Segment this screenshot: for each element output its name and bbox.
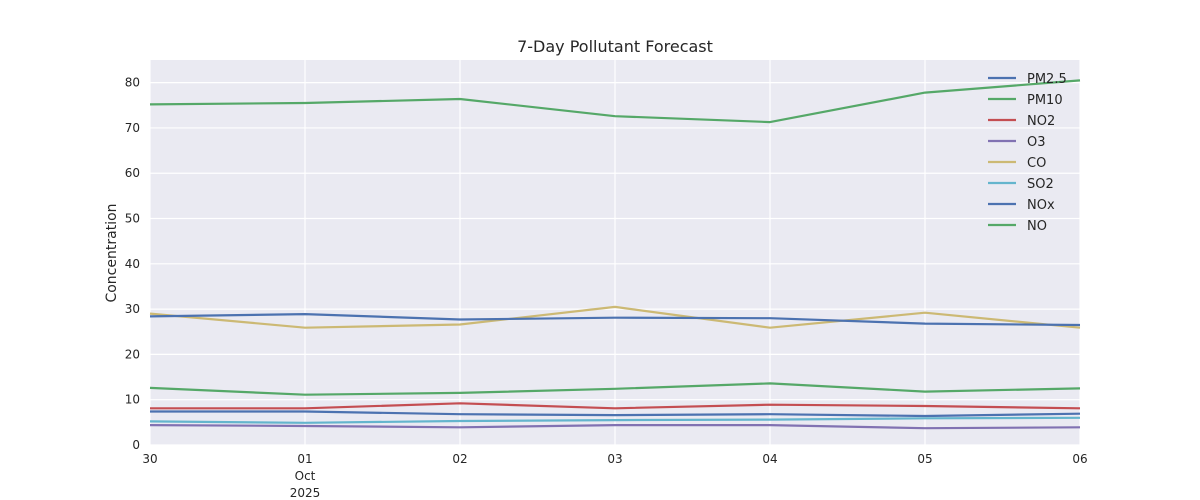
x-tick-label: 04 — [762, 452, 777, 466]
series-line-no — [149, 79, 1081, 124]
series-line-pm10 — [149, 382, 1081, 396]
x-tick-year-label: 2025 — [290, 486, 321, 500]
legend-label-o3: O3 — [1027, 135, 1046, 150]
y-tick-label: 80 — [125, 76, 140, 90]
grid-lines — [149, 60, 1081, 446]
legend-label-no2: NO2 — [1027, 114, 1055, 129]
legend-label-pm25: PM2.5 — [1027, 72, 1067, 87]
y-tick-label: 50 — [125, 212, 140, 226]
y-tick-label: 60 — [125, 166, 140, 180]
x-tick-label: 03 — [607, 452, 622, 466]
series-line-co — [149, 305, 1081, 329]
x-tick-label: 30 — [142, 452, 157, 466]
legend: PM2.5 PM10 NO2 O3 CO SO2 NOx NO — [988, 72, 1067, 234]
x-tick-label: 05 — [917, 452, 932, 466]
series-line-so2 — [149, 416, 1081, 424]
y-tick-label: 10 — [125, 393, 140, 407]
x-tick-label: 06 — [1072, 452, 1087, 466]
legend-label-co: CO — [1027, 156, 1046, 171]
series-line-no2 — [150, 402, 1081, 410]
legend-label-nox: NOx — [1027, 198, 1055, 213]
series-line-pm25 — [150, 410, 1081, 418]
legend-label-so2: SO2 — [1027, 177, 1054, 192]
y-tick-label: 0 — [132, 438, 140, 452]
x-tick-labels: 30 01 Oct 2025 02 03 04 05 06 — [142, 452, 1087, 500]
series-line-o3 — [149, 424, 1081, 430]
y-axis-label: Concentration — [104, 203, 120, 302]
y-tick-label: 70 — [125, 121, 140, 135]
legend-label-pm10: PM10 — [1027, 93, 1063, 108]
legend-label-no: NO — [1027, 219, 1047, 234]
x-tick-label: 02 — [452, 452, 467, 466]
chart-title: 7-Day Pollutant Forecast — [517, 37, 713, 56]
y-tick-label: 40 — [125, 257, 140, 271]
series-line-nox — [149, 313, 1081, 327]
x-tick-month-label: Oct — [295, 469, 316, 483]
x-tick-label: 01 — [297, 452, 312, 466]
y-tick-labels: 0 10 20 30 40 50 60 70 80 — [125, 76, 140, 452]
y-tick-label: 20 — [125, 347, 140, 361]
y-tick-label: 30 — [125, 302, 140, 316]
series-lines — [149, 79, 1081, 430]
